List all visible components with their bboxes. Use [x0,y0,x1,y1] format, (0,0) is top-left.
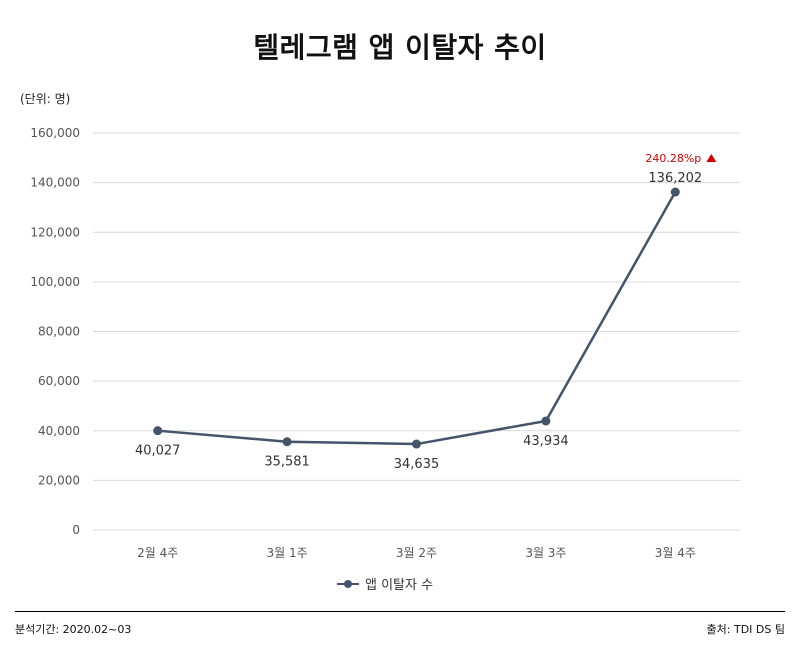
x-tick-label: 3월 2주 [396,546,437,560]
unit-label: (단위: 명) [20,92,71,106]
data-label: 43,934 [523,434,569,449]
change-percent-label: 240.28%p [645,152,701,165]
data-point[interactable] [153,426,163,436]
data-label: 136,202 [648,171,702,186]
data-label: 34,635 [394,457,440,472]
data-point[interactable] [412,439,421,449]
line-chart: 0 20,000 40,000 60,000 80,000 100,000 120,000 1… [30,126,740,560]
y-tick-label: 40,000 [38,424,80,438]
data-point[interactable] [541,416,551,426]
y-tick-label: 80,000 [38,325,80,339]
x-tick-label: 3월 3주 [525,546,566,560]
change-annotation: 240.28%p [645,152,717,165]
x-tick-label: 3월 1주 [267,546,308,560]
y-tick-label: 140,000 [30,176,80,190]
data-point[interactable] [282,437,292,447]
legend-label: 앱 이탈자 수 [365,578,434,593]
source-note: 출처: TDI DS 팀 [706,623,785,636]
chart-title: 텔레그램 앱 이탈자 추이 [253,31,547,64]
x-axis-ticks: 2월 4주 3월 1주 3월 2주 3월 3주 3월 4주 [137,546,696,560]
footer-divider [15,611,785,612]
y-tick-label: 160,000 [30,126,80,140]
x-tick-label: 2월 4주 [137,546,178,560]
series-path [157,191,677,446]
y-tick-label: 60,000 [38,374,80,388]
y-tick-label: 120,000 [30,225,80,239]
legend-marker-icon [337,578,359,590]
legend[interactable]: 앱 이탈자 수 [337,574,433,593]
data-label: 35,581 [264,455,310,470]
data-labels: 40,027 35,581 34,635 43,934 136,202 [135,171,702,472]
analysis-period: 분석기간: 2020.02~03 [15,623,132,636]
y-tick-label: 100,000 [30,275,80,289]
x-tick-label: 3월 4주 [655,546,696,560]
y-tick-label: 0 [72,523,80,537]
y-axis-ticks: 0 20,000 40,000 60,000 80,000 100,000 120,000 1… [30,126,80,537]
y-tick-label: 20,000 [38,473,80,487]
series-line [153,187,680,449]
data-label: 40,027 [135,444,181,459]
grid-lines [93,132,740,531]
data-point[interactable] [670,187,680,197]
up-arrow-icon [706,154,717,163]
